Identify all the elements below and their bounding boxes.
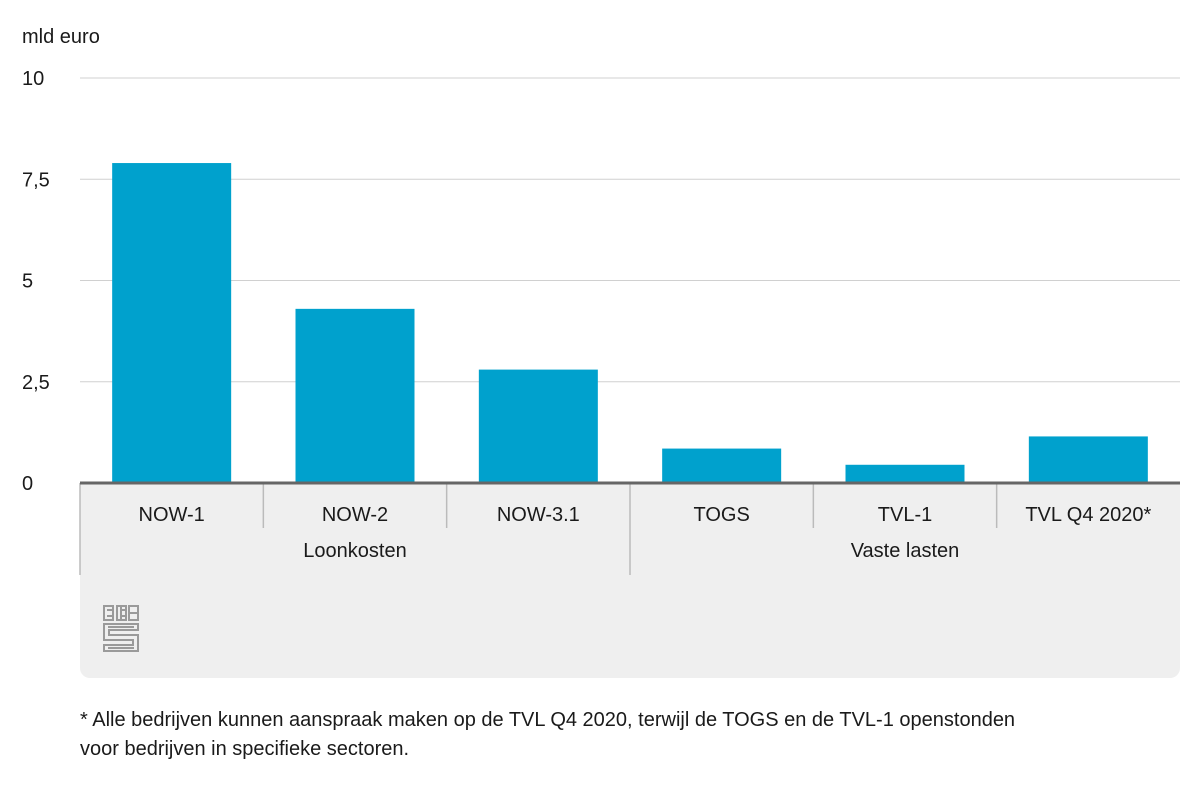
y-tick-label: 0 — [22, 473, 33, 495]
bar — [1028, 436, 1148, 483]
category-separators — [79, 483, 998, 575]
y-tick-label: 5 — [22, 271, 33, 293]
category-labels: NOW-1 NOW-2 NOW-3.1 TOGS TVL-1 TVL Q4 2020* — [139, 504, 1152, 526]
bar — [662, 448, 782, 483]
group-label: Loonkosten — [303, 540, 406, 562]
y-axis-title: mld euro — [22, 26, 100, 48]
bars — [112, 163, 1148, 484]
category-axis-panel — [80, 483, 1180, 678]
gridlines — [80, 77, 1180, 383]
cbs-logo: cbs — [103, 605, 139, 652]
category-label: NOW-2 — [322, 504, 388, 526]
y-axis-tick-labels: 0 2,5 5 7,5 10 — [22, 68, 50, 495]
y-tick-label: 10 — [22, 68, 44, 90]
group-label: Vaste lasten — [851, 540, 960, 562]
bar — [478, 369, 598, 483]
category-label: NOW-3.1 — [497, 504, 580, 526]
bar-chart: mld euro 0 2,5 5 7,5 10 NOW-1 NOW-2 NOW-3.1 TOG… — [22, 26, 1180, 678]
bar — [295, 308, 415, 483]
footnote: * Alle bedrijven kunnen aanspraak maken … — [80, 709, 1016, 760]
category-label: NOW-1 — [139, 504, 205, 526]
category-label: TVL-1 — [878, 504, 932, 526]
category-label: TOGS — [694, 504, 750, 526]
y-tick-label: 7,5 — [22, 169, 50, 191]
group-labels: Loonkosten Vaste lasten — [303, 540, 959, 562]
bar — [845, 464, 965, 483]
y-tick-label: 2,5 — [22, 372, 50, 394]
bar — [112, 163, 232, 484]
category-label: TVL Q4 2020* — [1025, 504, 1151, 526]
